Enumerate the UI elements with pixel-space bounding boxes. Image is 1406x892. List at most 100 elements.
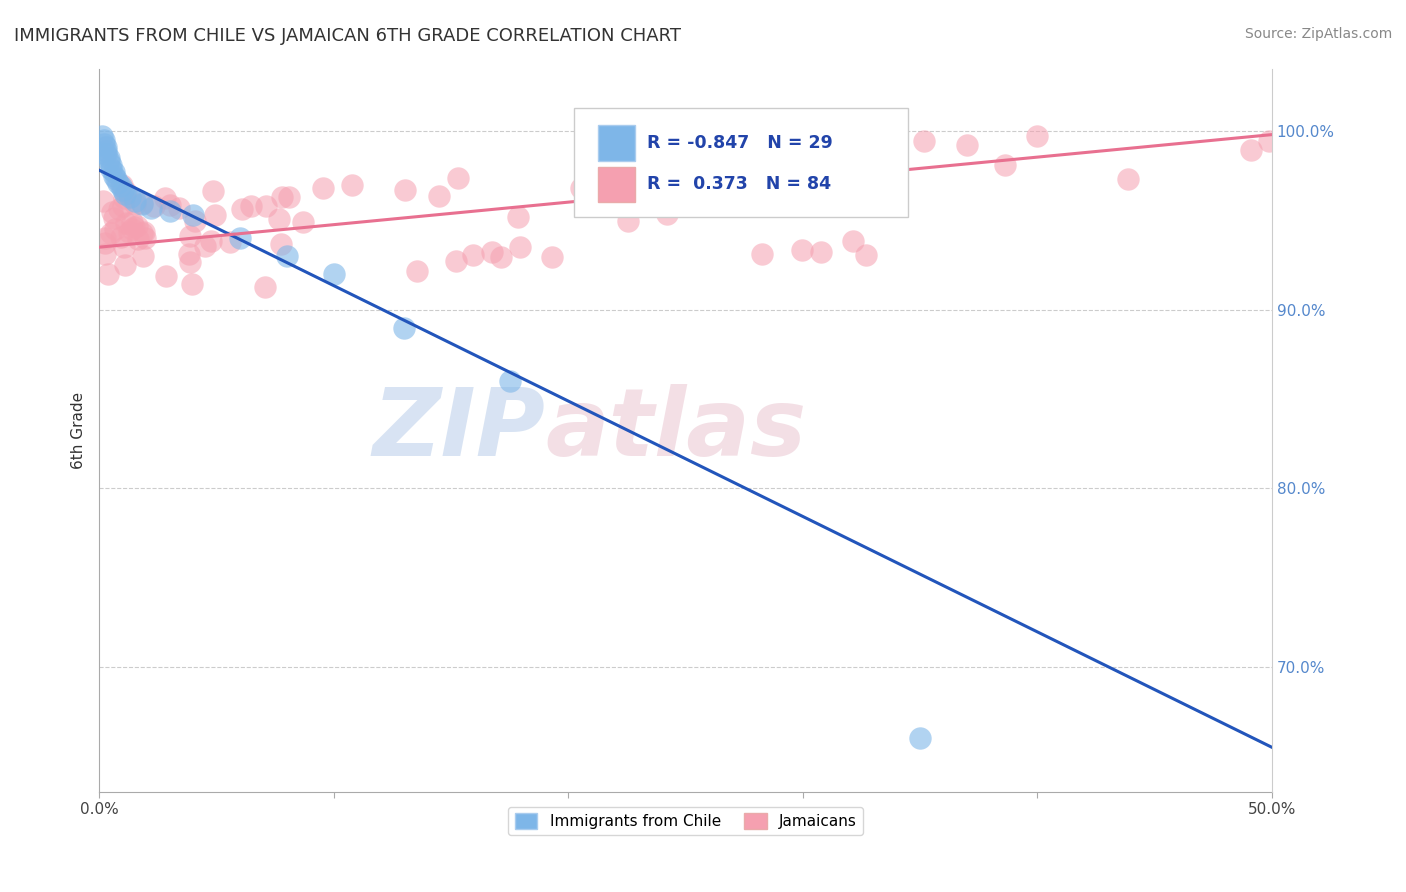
Legend: Immigrants from Chile, Jamaicans: Immigrants from Chile, Jamaicans [509, 806, 863, 835]
Point [107, 202, 129, 217]
Point [132, 249, 155, 263]
Point [614, 197, 637, 211]
Point [125, 219, 148, 233]
Point [100, 227, 122, 241]
Point [107, 176, 129, 190]
Point [114, 185, 136, 199]
Point [231, 202, 253, 216]
Point [810, 244, 832, 259]
Point [394, 320, 416, 334]
Point [114, 258, 136, 272]
Point [103, 211, 125, 225]
Point [200, 234, 222, 248]
Point [394, 183, 416, 197]
Point [713, 169, 735, 184]
Text: ZIP: ZIP [373, 384, 546, 476]
Point [312, 181, 335, 195]
Point [111, 183, 134, 197]
Point [96, 147, 118, 161]
Point [100, 158, 122, 172]
Point [93, 133, 115, 147]
Point [855, 248, 877, 262]
Point [181, 277, 204, 292]
Point [509, 240, 531, 254]
Point [181, 208, 204, 222]
Point [177, 246, 200, 260]
Point [103, 165, 125, 179]
Point [112, 240, 135, 254]
Point [204, 208, 226, 222]
Point [429, 188, 451, 202]
Point [115, 216, 138, 230]
Point [461, 247, 484, 261]
Point [124, 197, 146, 211]
Point [96, 140, 118, 154]
Point [841, 235, 863, 249]
Point [127, 232, 149, 246]
Point [104, 172, 127, 186]
Point [97, 267, 120, 281]
Point [406, 263, 429, 277]
Point [271, 190, 294, 204]
Point [489, 250, 512, 264]
Point [96, 144, 118, 158]
Point [142, 199, 165, 213]
Point [239, 199, 262, 213]
Point [481, 244, 503, 259]
Point [291, 214, 314, 228]
Point [159, 197, 181, 211]
Point [908, 731, 931, 746]
Point [121, 215, 143, 229]
Point [183, 214, 205, 228]
Point [97, 151, 120, 165]
Point [93, 230, 115, 244]
Point [131, 196, 153, 211]
Point [194, 239, 217, 253]
Point [97, 154, 120, 169]
Point [323, 267, 346, 281]
Point [994, 158, 1017, 172]
Point [111, 178, 134, 192]
Point [270, 236, 292, 251]
Point [340, 178, 363, 192]
Point [94, 247, 117, 261]
Point [110, 230, 132, 244]
Point [201, 184, 224, 198]
FancyBboxPatch shape [598, 167, 636, 202]
FancyBboxPatch shape [574, 108, 908, 217]
Text: IMMIGRANTS FROM CHILE VS JAMAICAN 6TH GRADE CORRELATION CHART: IMMIGRANTS FROM CHILE VS JAMAICAN 6TH GR… [14, 27, 681, 45]
Point [131, 197, 153, 211]
Point [751, 247, 773, 261]
Point [139, 201, 162, 215]
Point [117, 226, 139, 240]
Point [134, 231, 156, 245]
Point [94, 236, 117, 251]
Point [229, 231, 252, 245]
Point [124, 194, 146, 208]
Point [132, 225, 155, 239]
Point [104, 222, 127, 236]
Point [956, 137, 979, 152]
Point [792, 243, 814, 257]
Point [1240, 143, 1263, 157]
Point [101, 204, 124, 219]
Point [276, 249, 298, 263]
Point [253, 280, 276, 294]
Point [91, 194, 114, 208]
FancyBboxPatch shape [598, 125, 636, 161]
Point [1116, 171, 1139, 186]
Point [657, 207, 679, 221]
Y-axis label: 6th Grade: 6th Grade [72, 392, 86, 469]
Point [616, 213, 638, 227]
Point [278, 190, 301, 204]
Point [447, 171, 470, 186]
Point [100, 161, 122, 176]
Point [169, 202, 191, 216]
Point [93, 136, 115, 151]
Point [121, 222, 143, 236]
Point [179, 255, 201, 269]
Point [111, 198, 134, 212]
Point [541, 250, 564, 264]
Point [155, 268, 177, 283]
Point [110, 179, 132, 194]
